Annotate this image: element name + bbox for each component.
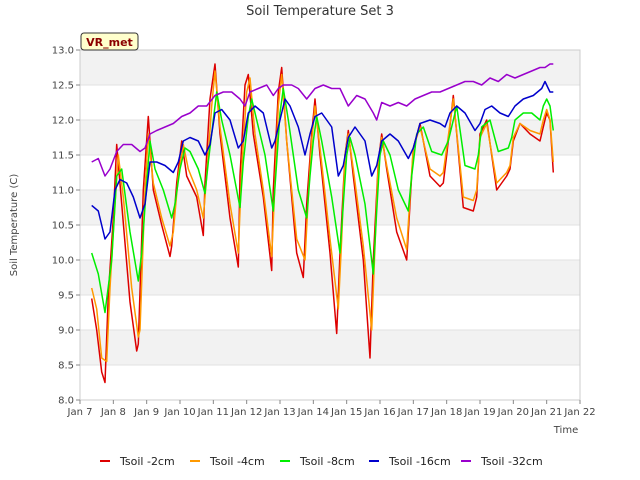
y-axis-title: Soil Temperature (C) — [9, 174, 20, 277]
x-tick-label: Jan 19 — [463, 407, 495, 418]
y-tick-label: 8.5 — [58, 361, 74, 372]
y-tick-label: 12.5 — [52, 81, 74, 92]
y-tick-label: 8.0 — [58, 396, 74, 407]
badge: VR_met — [80, 32, 139, 51]
y-tick-label: 11.5 — [52, 151, 74, 162]
x-tick-label: Jan 8 — [100, 407, 126, 418]
x-tick-label: Jan 16 — [363, 407, 395, 418]
badge-label: VR_met — [86, 36, 133, 49]
legend-label: Tsoil -8cm — [299, 455, 355, 468]
x-tick-label: Jan 12 — [230, 407, 262, 418]
grid-band — [80, 260, 580, 295]
x-tick-label: Jan 10 — [163, 407, 195, 418]
grid-band — [80, 50, 580, 85]
legend-label: Tsoil -2cm — [119, 455, 175, 468]
x-tick-label: Jan 21 — [530, 407, 562, 418]
x-tick-label: Jan 18 — [430, 407, 462, 418]
x-tick-label: Jan 15 — [330, 407, 362, 418]
y-tick-label: 9.5 — [58, 291, 74, 302]
legend: Tsoil -2cm Tsoil -4cm Tsoil -8cm Tsoil -16c… — [100, 455, 543, 468]
x-tick-label: Jan 14 — [297, 407, 329, 418]
legend-label: Tsoil -32cm — [480, 455, 543, 468]
series-line-2 — [90, 87, 555, 314]
y-tick-label: 10.5 — [52, 221, 74, 232]
x-tick-label: Jan 13 — [263, 407, 295, 418]
series-lines — [90, 63, 555, 384]
plot-area — [80, 49, 580, 401]
series-line-4 — [91, 63, 554, 177]
y-tick-label: 13.0 — [52, 46, 74, 57]
x-tick-label: Jan 20 — [497, 407, 529, 418]
x-tick-label: Jan 17 — [397, 407, 429, 418]
badge-box — [80, 32, 139, 51]
y-tick-label: 10.0 — [52, 256, 74, 267]
x-tick-label: Jan 9 — [133, 407, 159, 418]
x-tick-label: Jan 11 — [197, 407, 229, 418]
legend-label: Tsoil -16cm — [388, 455, 451, 468]
legend-label: Tsoil -4cm — [209, 455, 265, 468]
x-tick-label: Jan 22 — [563, 407, 595, 418]
y-tick-label: 9.0 — [58, 326, 74, 337]
series-line-3 — [91, 80, 554, 240]
x-tick-label: Jan 7 — [67, 407, 93, 418]
y-tick-label: 12.0 — [52, 116, 74, 127]
series-line-0 — [90, 63, 555, 384]
x-axis-title: Time — [553, 425, 578, 436]
chart-title: Soil Temperature Set 3 — [246, 4, 394, 19]
y-tick-label: 11.0 — [52, 186, 74, 197]
axis-ticks: 8.0 8.5 9.0 9.5 10.0 10.5 11.0 11.5 12.0 12.5 13.0… — [52, 46, 596, 419]
grid-band — [80, 190, 580, 225]
grid-band — [80, 330, 580, 365]
